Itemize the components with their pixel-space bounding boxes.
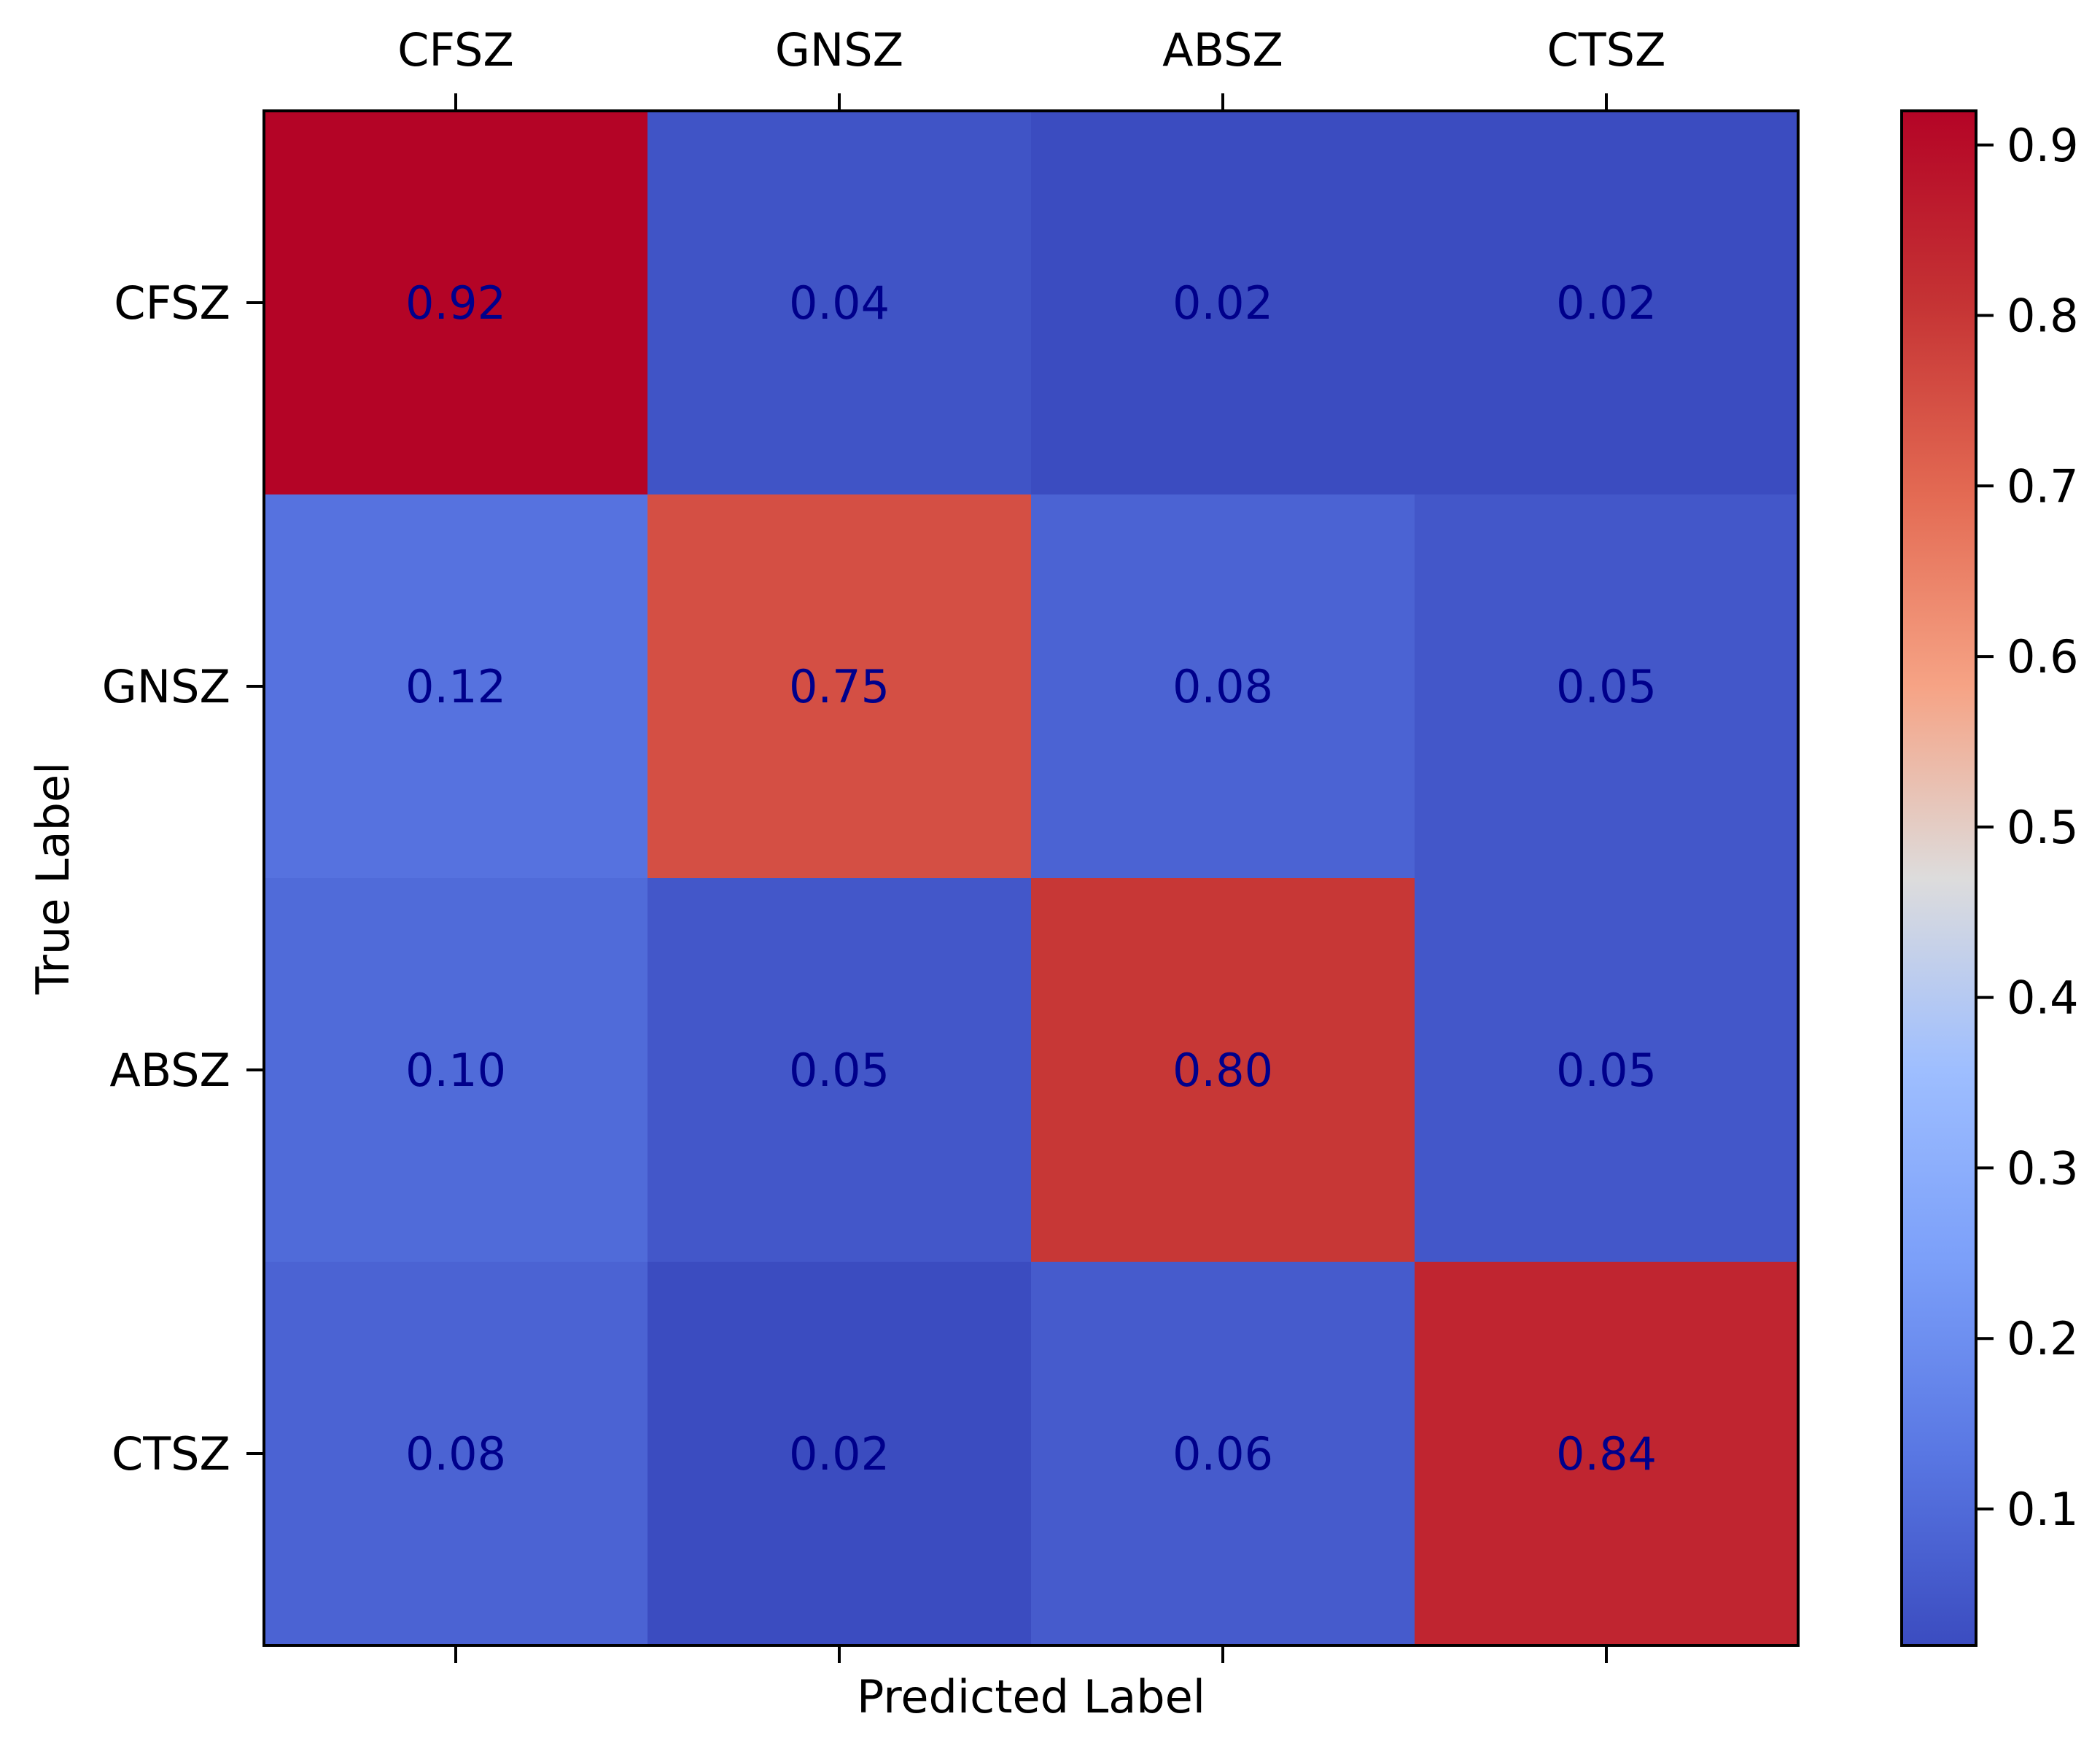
heatmap-cell-absz-ctsz	[1415, 878, 1799, 1262]
heatmap-cell-gnsz-ctsz	[1415, 494, 1799, 879]
cell-value-label: 0.05	[1556, 1044, 1657, 1097]
y-tick-label: GNSZ	[102, 660, 230, 713]
colorbar-tick-label: 0.9	[2007, 119, 2079, 172]
cell-value-label: 0.80	[1172, 1044, 1273, 1097]
y-axis-title: True Label	[26, 762, 79, 996]
cell-value-label: 0.02	[1172, 276, 1273, 330]
cell-value-label: 0.75	[789, 660, 890, 713]
heatmap-cell-cfsz-ctsz	[1415, 111, 1799, 495]
colorbar	[1900, 109, 1978, 1647]
heatmap-cell-cfsz-absz	[1031, 111, 1415, 495]
cell-value-label: 0.08	[405, 1427, 506, 1481]
colorbar-tick-label: 0.3	[2007, 1141, 2079, 1195]
cell-value-label: 0.84	[1556, 1427, 1657, 1481]
x-tick-label: ABSZ	[1162, 23, 1283, 77]
heatmap-cell-labels: 0.92 0.04 0.02 0.02 0.12 0.75 0.08 0.05 0.10 0.05…	[405, 276, 1657, 1481]
y-tick-label: CFSZ	[114, 276, 230, 330]
heatmap-cell-cfsz-cfsz	[264, 111, 648, 495]
plot-frame	[262, 109, 1800, 1647]
cell-value-label: 0.12	[405, 660, 506, 713]
colorbar-ticks: 0.1 0.2 0.3 0.4 0.5 0.6 0.7 0.8 0.9	[1976, 119, 2079, 1536]
heatmap-cell-gnsz-gnsz	[648, 494, 1032, 879]
heatmap-cell-gnsz-absz	[1031, 494, 1415, 879]
y-tick-label: ABSZ	[109, 1044, 230, 1097]
heatmap-cell-absz-cfsz	[264, 878, 648, 1262]
heatmap-cell-absz-absz	[1031, 878, 1415, 1262]
colorbar-tick-label: 0.4	[2007, 971, 2079, 1025]
x-tick-label: GNSZ	[775, 23, 903, 77]
heatmap-cells	[264, 111, 1799, 1646]
cell-value-label: 0.04	[789, 276, 890, 330]
x-axis-ticks: CFSZ GNSZ ABSZ CTSZ	[397, 23, 1666, 1663]
colorbar-tick-label: 0.7	[2007, 459, 2079, 513]
colorbar-tick-label: 0.5	[2007, 801, 2079, 854]
colorbar-tick-label: 0.1	[2007, 1483, 2079, 1536]
cell-value-label: 0.06	[1172, 1427, 1273, 1481]
heatmap-cell-ctsz-absz	[1031, 1262, 1415, 1646]
heatmap-cell-cfsz-gnsz	[648, 111, 1032, 495]
cell-value-label: 0.05	[1556, 660, 1657, 713]
x-axis-title: Predicted Label	[857, 1670, 1205, 1723]
cell-value-label: 0.02	[789, 1427, 890, 1481]
heatmap-cell-absz-gnsz	[648, 878, 1032, 1262]
y-tick-label: CTSZ	[112, 1427, 230, 1481]
x-tick-label: CFSZ	[397, 23, 514, 77]
heatmap-cell-gnsz-cfsz	[264, 494, 648, 879]
y-axis-ticks: CFSZ GNSZ ABSZ CTSZ	[102, 276, 264, 1481]
heatmap-cell-ctsz-cfsz	[264, 1262, 648, 1646]
heatmap-cell-ctsz-gnsz	[648, 1262, 1032, 1646]
cell-value-label: 0.02	[1556, 276, 1657, 330]
x-tick-label: CTSZ	[1547, 23, 1666, 77]
cell-value-label: 0.92	[405, 276, 506, 330]
cell-value-label: 0.10	[405, 1044, 506, 1097]
heatmap-cell-ctsz-ctsz	[1415, 1262, 1799, 1646]
colorbar-tick-label: 0.8	[2007, 290, 2079, 343]
cell-value-label: 0.05	[789, 1044, 890, 1097]
cell-value-label: 0.08	[1172, 660, 1273, 713]
colorbar-tick-label: 0.2	[2007, 1312, 2079, 1365]
colorbar-tick-label: 0.6	[2007, 630, 2079, 683]
